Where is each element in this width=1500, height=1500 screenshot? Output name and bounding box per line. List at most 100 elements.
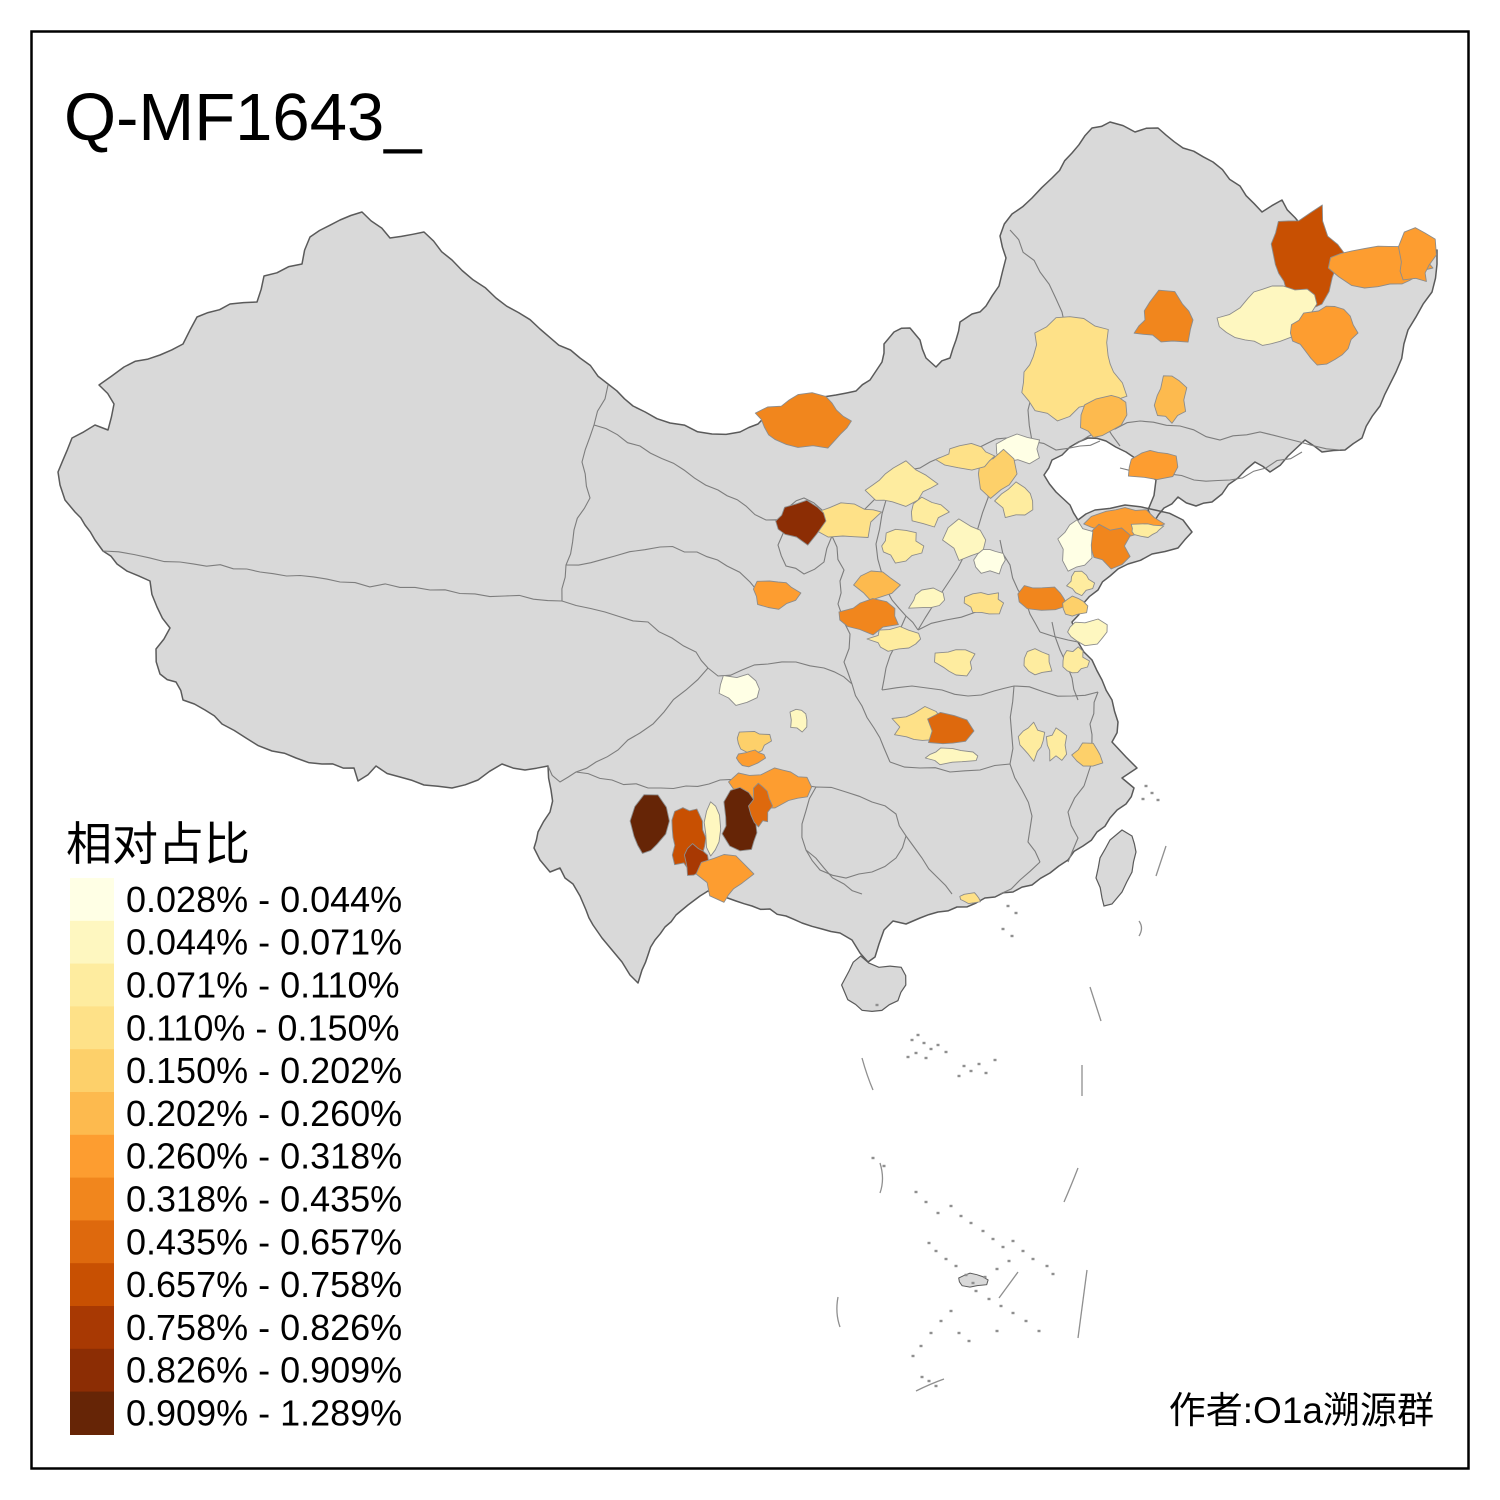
prefecture-region (853, 570, 901, 601)
legend-label: 0.110% - 0.150% (126, 1007, 400, 1048)
province-border (102, 550, 563, 602)
islet-speck (1045, 1264, 1049, 1268)
legend-swatch (70, 1263, 114, 1307)
islet-speck (983, 1275, 987, 1279)
legend-swatch (70, 1220, 114, 1264)
prefecture-region (864, 460, 939, 507)
prefecture-region (1289, 305, 1359, 366)
prefecture-region (910, 496, 950, 528)
sea-boundary-dash (836, 1296, 841, 1328)
legend-label: 0.909% - 1.289% (126, 1393, 402, 1434)
sea-boundary-dash (1155, 845, 1167, 877)
islet-speck (1037, 1329, 1041, 1333)
islet-speck (875, 1003, 879, 1007)
islet-speck (959, 1214, 963, 1218)
sea-boundary-dash (1063, 1167, 1079, 1203)
province-border (565, 545, 777, 609)
prefecture-region (934, 649, 976, 677)
islet-speck (969, 1221, 973, 1225)
islet-speck (934, 1384, 938, 1388)
islet-speck (927, 1379, 931, 1383)
islet-speck (1007, 1259, 1011, 1263)
islet-speck (967, 1339, 971, 1343)
islet-speck (977, 1062, 981, 1066)
legend-swatch (70, 1092, 114, 1136)
legend-label: 0.826% - 0.909% (126, 1350, 402, 1391)
legend-label: 0.758% - 0.826% (126, 1307, 402, 1348)
islet-speck (936, 1043, 940, 1047)
province-border (1009, 763, 1041, 863)
legend-label: 0.202% - 0.260% (126, 1093, 402, 1134)
islet-speck (1024, 1319, 1028, 1323)
prefecture-region (963, 592, 1005, 615)
legend-label: 0.318% - 0.435% (126, 1179, 402, 1220)
islet-speck (1011, 1311, 1015, 1315)
islet-speck (971, 1281, 975, 1285)
legend-swatch (70, 1006, 114, 1050)
islet-speck (914, 1190, 918, 1194)
islet-speck (1021, 1249, 1025, 1253)
province-border (707, 661, 853, 685)
province-border (777, 497, 833, 575)
islet-speck (984, 1071, 988, 1075)
prefecture-region (1057, 519, 1094, 572)
province-border (805, 849, 863, 895)
prefecture-region (748, 782, 774, 828)
province-border (547, 667, 709, 783)
islet-speck (911, 1354, 915, 1358)
prefecture-region (959, 892, 981, 905)
islet-speck (1031, 1257, 1035, 1261)
province-border (831, 535, 853, 685)
islet-speck (910, 1038, 914, 1042)
prefecture-region (973, 549, 1006, 575)
prefecture-region (752, 580, 802, 610)
legend-label: 0.044% - 0.071% (126, 922, 402, 963)
prefecture-region (703, 801, 722, 857)
legend-swatch (70, 1049, 114, 1093)
islet-speck (957, 1074, 961, 1078)
prefecture-region (1067, 618, 1108, 647)
prefecture-region (1017, 585, 1069, 611)
province-border (851, 683, 891, 763)
sea-boundary-dash (998, 1271, 1019, 1299)
islet-speck (1010, 934, 1014, 938)
prefecture-region (1066, 570, 1096, 597)
islet-speck (1051, 1272, 1055, 1276)
legend-label: 0.071% - 0.110% (126, 965, 400, 1006)
province-border (561, 600, 709, 669)
islet-speck (964, 1273, 968, 1277)
islet-speck (922, 1041, 926, 1045)
islet-speck (1001, 927, 1005, 931)
province-border (1075, 420, 1341, 451)
sea-boundary-dash (1138, 920, 1143, 937)
islet-speck (1141, 797, 1145, 801)
legend-swatch (70, 1348, 114, 1393)
prefecture-region (942, 518, 987, 561)
islet-speck (1150, 791, 1154, 795)
legend-swatch (70, 1391, 114, 1435)
islet-speck (936, 1211, 940, 1215)
sea-boundary-dash (915, 1378, 945, 1392)
sea-boundary-dash (1077, 1269, 1088, 1339)
prefecture-region (721, 787, 758, 852)
prefecture-region (754, 392, 852, 449)
islet-speck (929, 1047, 933, 1051)
legend-label: 0.028% - 0.044% (126, 879, 402, 920)
islet-speck (974, 1289, 978, 1293)
legend-label: 0.260% - 0.318% (126, 1136, 402, 1177)
prefecture-region (1045, 727, 1068, 762)
legend-swatch (70, 878, 114, 922)
small-island (958, 1272, 989, 1288)
islet-speck (995, 1329, 999, 1333)
page-title: Q-MF1643_ (64, 80, 423, 155)
islet-speck (929, 1331, 933, 1335)
islet-speck (957, 1331, 961, 1335)
prefecture-region (1071, 742, 1104, 767)
prefecture-region (735, 749, 767, 768)
islet-speck (919, 1344, 923, 1348)
prefecture-region (718, 673, 760, 706)
islet-speck (916, 1033, 920, 1037)
islet-speck (981, 1229, 985, 1233)
prefecture-region (935, 442, 996, 471)
